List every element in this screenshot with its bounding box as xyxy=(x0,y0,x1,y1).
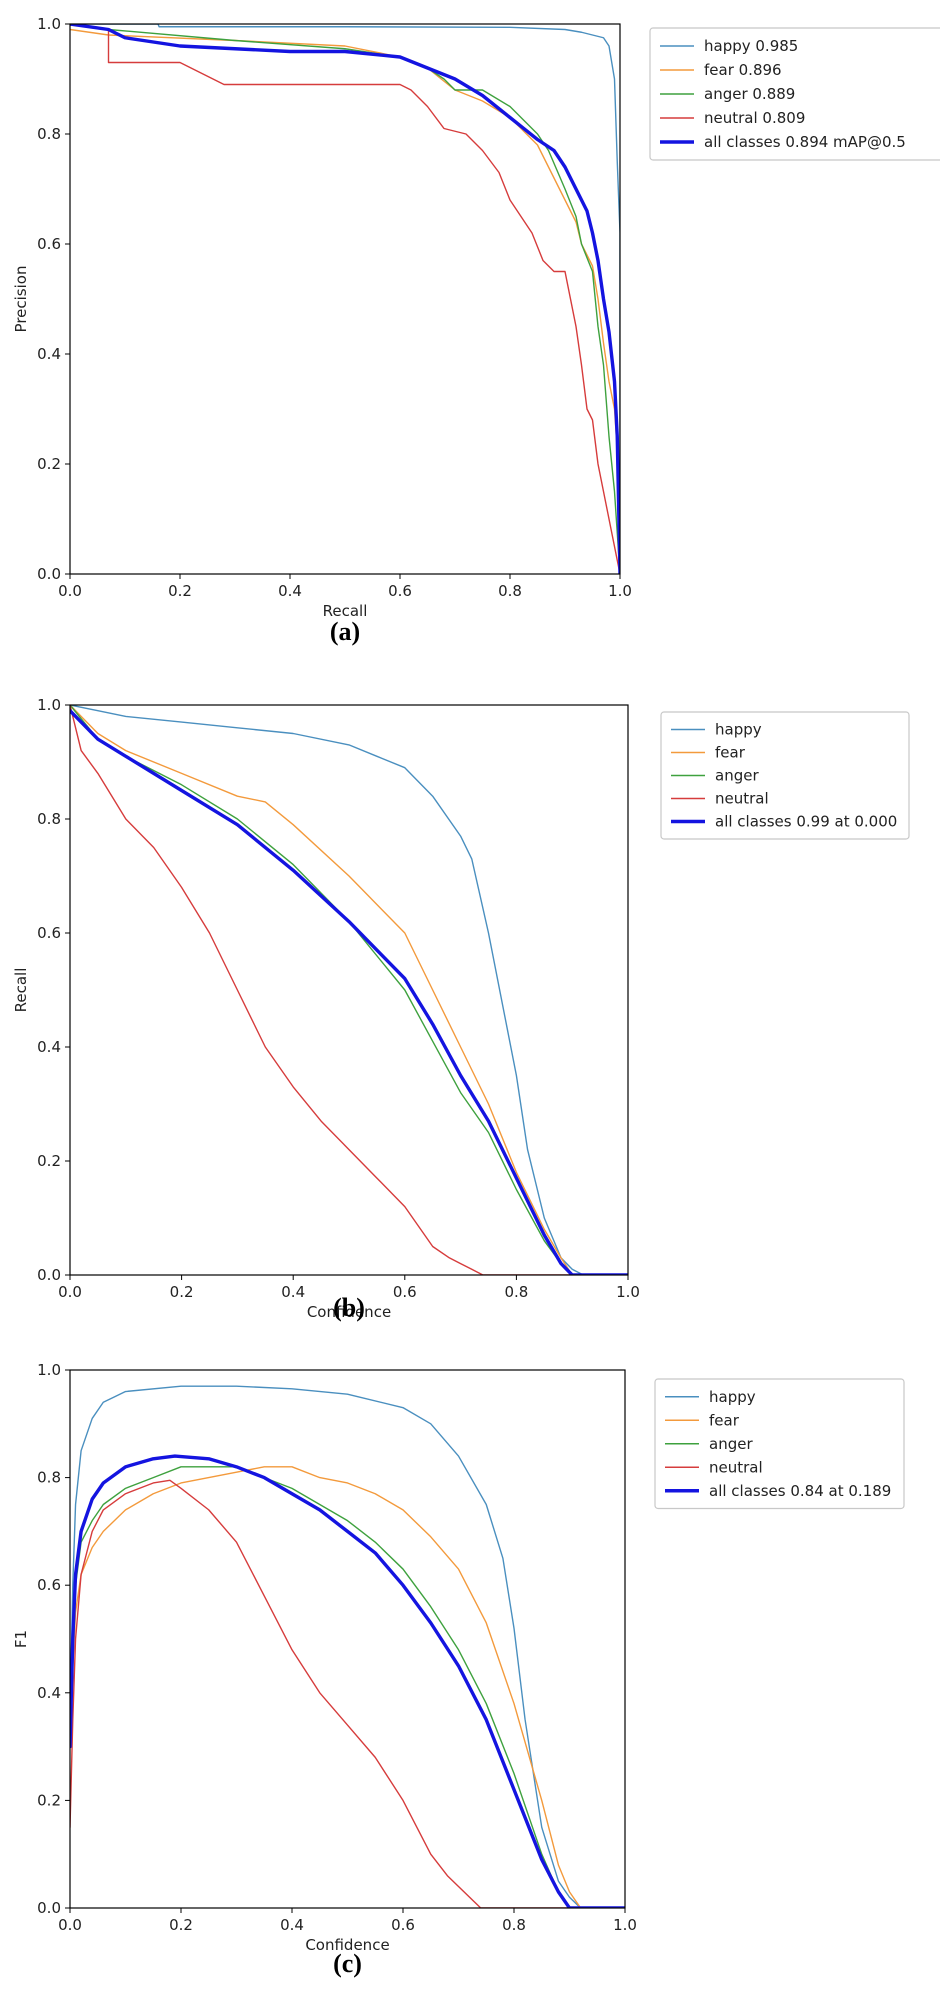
legend-entry-4: neutral 0.809 xyxy=(704,109,805,127)
series-group xyxy=(70,705,628,1275)
plot-frame xyxy=(69,23,621,575)
x-axis-label: Recall xyxy=(323,602,368,620)
x-axis-label: Confidence xyxy=(307,1303,391,1321)
x-tick-label: 0.0 xyxy=(58,1916,82,1934)
legend-frame xyxy=(660,711,910,840)
y-tick-label: 0.2 xyxy=(37,455,61,473)
y-tick-label: 0.4 xyxy=(37,345,61,363)
x-tick-label: 0.6 xyxy=(393,1283,417,1301)
series-line-4 xyxy=(70,1479,625,1908)
series-line-3 xyxy=(70,1466,625,1908)
y-tick-label: 0.2 xyxy=(37,1791,61,1809)
chart-panel-2: 0.0 0.2 0.4 0.6 0.8 1.0 0.0 0.2 0.4 0.6 0.8 1.0 Conf… xyxy=(12,696,910,1322)
panel-label: (a) xyxy=(330,617,360,646)
legend: happy fear anger neutral all classes 0.99 at… xyxy=(660,711,910,840)
x-axis-label: Confidence xyxy=(305,1936,389,1954)
y-tick-label: 0.2 xyxy=(37,1152,61,1170)
legend-entry-1: happy xyxy=(709,1388,756,1406)
series-line-1 xyxy=(70,1385,625,1908)
y-tick-label: 0.0 xyxy=(37,1266,61,1284)
series-line-1 xyxy=(70,24,620,574)
y-tick-label: 0.8 xyxy=(37,1469,61,1487)
legend: happy fear anger neutral all classes 0.84 at… xyxy=(654,1378,905,1510)
y-tick-label: 0.8 xyxy=(37,125,61,143)
series-line-1 xyxy=(70,705,628,1275)
x-tick-label: 1.0 xyxy=(608,582,632,600)
x-tick-label: 0.0 xyxy=(58,1283,82,1301)
legend-frame xyxy=(649,27,940,161)
x-tick-label: 0.8 xyxy=(502,1916,526,1934)
plot-frame xyxy=(69,1369,626,1909)
x-tick-label: 0.8 xyxy=(498,582,522,600)
y-tick-label: 0.0 xyxy=(37,565,61,583)
y-axis-label: F1 xyxy=(12,1630,30,1648)
y-tick-label: 1.0 xyxy=(37,15,61,33)
legend-entry-1: happy 0.985 xyxy=(704,37,798,55)
legend-entry-2: fear xyxy=(715,744,746,762)
x-tick-label: 0.0 xyxy=(58,582,82,600)
x-tick-label: 0.6 xyxy=(388,582,412,600)
series-line-5 xyxy=(70,24,620,574)
panel-label: (b) xyxy=(333,1293,365,1322)
legend-entry-3: anger 0.889 xyxy=(704,85,795,103)
x-tick-label: 0.2 xyxy=(168,582,192,600)
series-line-2 xyxy=(70,1466,625,1908)
x-tick-label: 0.8 xyxy=(504,1283,528,1301)
chart-panel-3: 0.0 0.2 0.4 0.6 0.8 1.0 0.0 0.2 0.4 0.6 0.8 1.0 Conf… xyxy=(12,1361,905,1978)
y-tick-label: 0.6 xyxy=(37,235,61,253)
x-tick-label: 1.0 xyxy=(616,1283,640,1301)
x-tick-label: 0.6 xyxy=(391,1916,415,1934)
chart-panel-1: 0.0 0.2 0.4 0.6 0.8 1.0 0.0 0.2 0.4 0.6 0.8 1.0 Reca… xyxy=(12,15,940,646)
x-tick-label: 0.2 xyxy=(169,1916,193,1934)
series-line-3 xyxy=(70,24,620,574)
y-axis-label: Recall xyxy=(12,968,30,1013)
series-line-5 xyxy=(70,709,628,1275)
legend-entry-2: fear 0.896 xyxy=(704,61,782,79)
y-tick-label: 0.8 xyxy=(37,810,61,828)
series-line-2 xyxy=(70,705,628,1275)
plot-frame xyxy=(69,704,629,1276)
legend-entry-5: all classes 0.84 at 0.189 xyxy=(709,1482,891,1500)
legend-entry-4: neutral xyxy=(709,1458,763,1476)
y-tick-label: 0.6 xyxy=(37,924,61,942)
y-tick-label: 1.0 xyxy=(37,696,61,714)
x-tick-label: 0.2 xyxy=(170,1283,194,1301)
x-tick-label: 0.4 xyxy=(280,1916,304,1934)
y-tick-label: 0.0 xyxy=(37,1899,61,1917)
series-group xyxy=(70,1385,625,1908)
x-tick-label: 0.4 xyxy=(278,582,302,600)
legend-entry-2: fear xyxy=(709,1411,740,1429)
panel-label: (c) xyxy=(333,1949,362,1978)
x-tick-label: 1.0 xyxy=(613,1916,637,1934)
legend-entry-5: all classes 0.894 mAP@0.5 xyxy=(704,133,906,151)
series-group xyxy=(70,24,620,574)
y-axis-label: Precision xyxy=(12,266,30,333)
series-line-4 xyxy=(70,705,628,1275)
legend-entry-3: anger xyxy=(709,1435,753,1453)
y-tick-label: 0.4 xyxy=(37,1038,61,1056)
legend-entry-5: all classes 0.99 at 0.000 xyxy=(715,813,897,831)
y-tick-label: 0.4 xyxy=(37,1684,61,1702)
legend-entry-3: anger xyxy=(715,767,759,785)
legend-frame xyxy=(654,1378,905,1510)
legend: happy 0.985 fear 0.896 anger 0.889 neutral … xyxy=(649,27,940,161)
series-line-2 xyxy=(70,28,620,574)
legend-entry-1: happy xyxy=(715,721,762,739)
y-tick-label: 1.0 xyxy=(37,1361,61,1379)
series-line-5 xyxy=(70,1454,625,1908)
legend-entry-4: neutral xyxy=(715,790,769,808)
x-tick-label: 0.4 xyxy=(281,1283,305,1301)
y-tick-label: 0.6 xyxy=(37,1576,61,1594)
series-line-4 xyxy=(70,24,620,574)
